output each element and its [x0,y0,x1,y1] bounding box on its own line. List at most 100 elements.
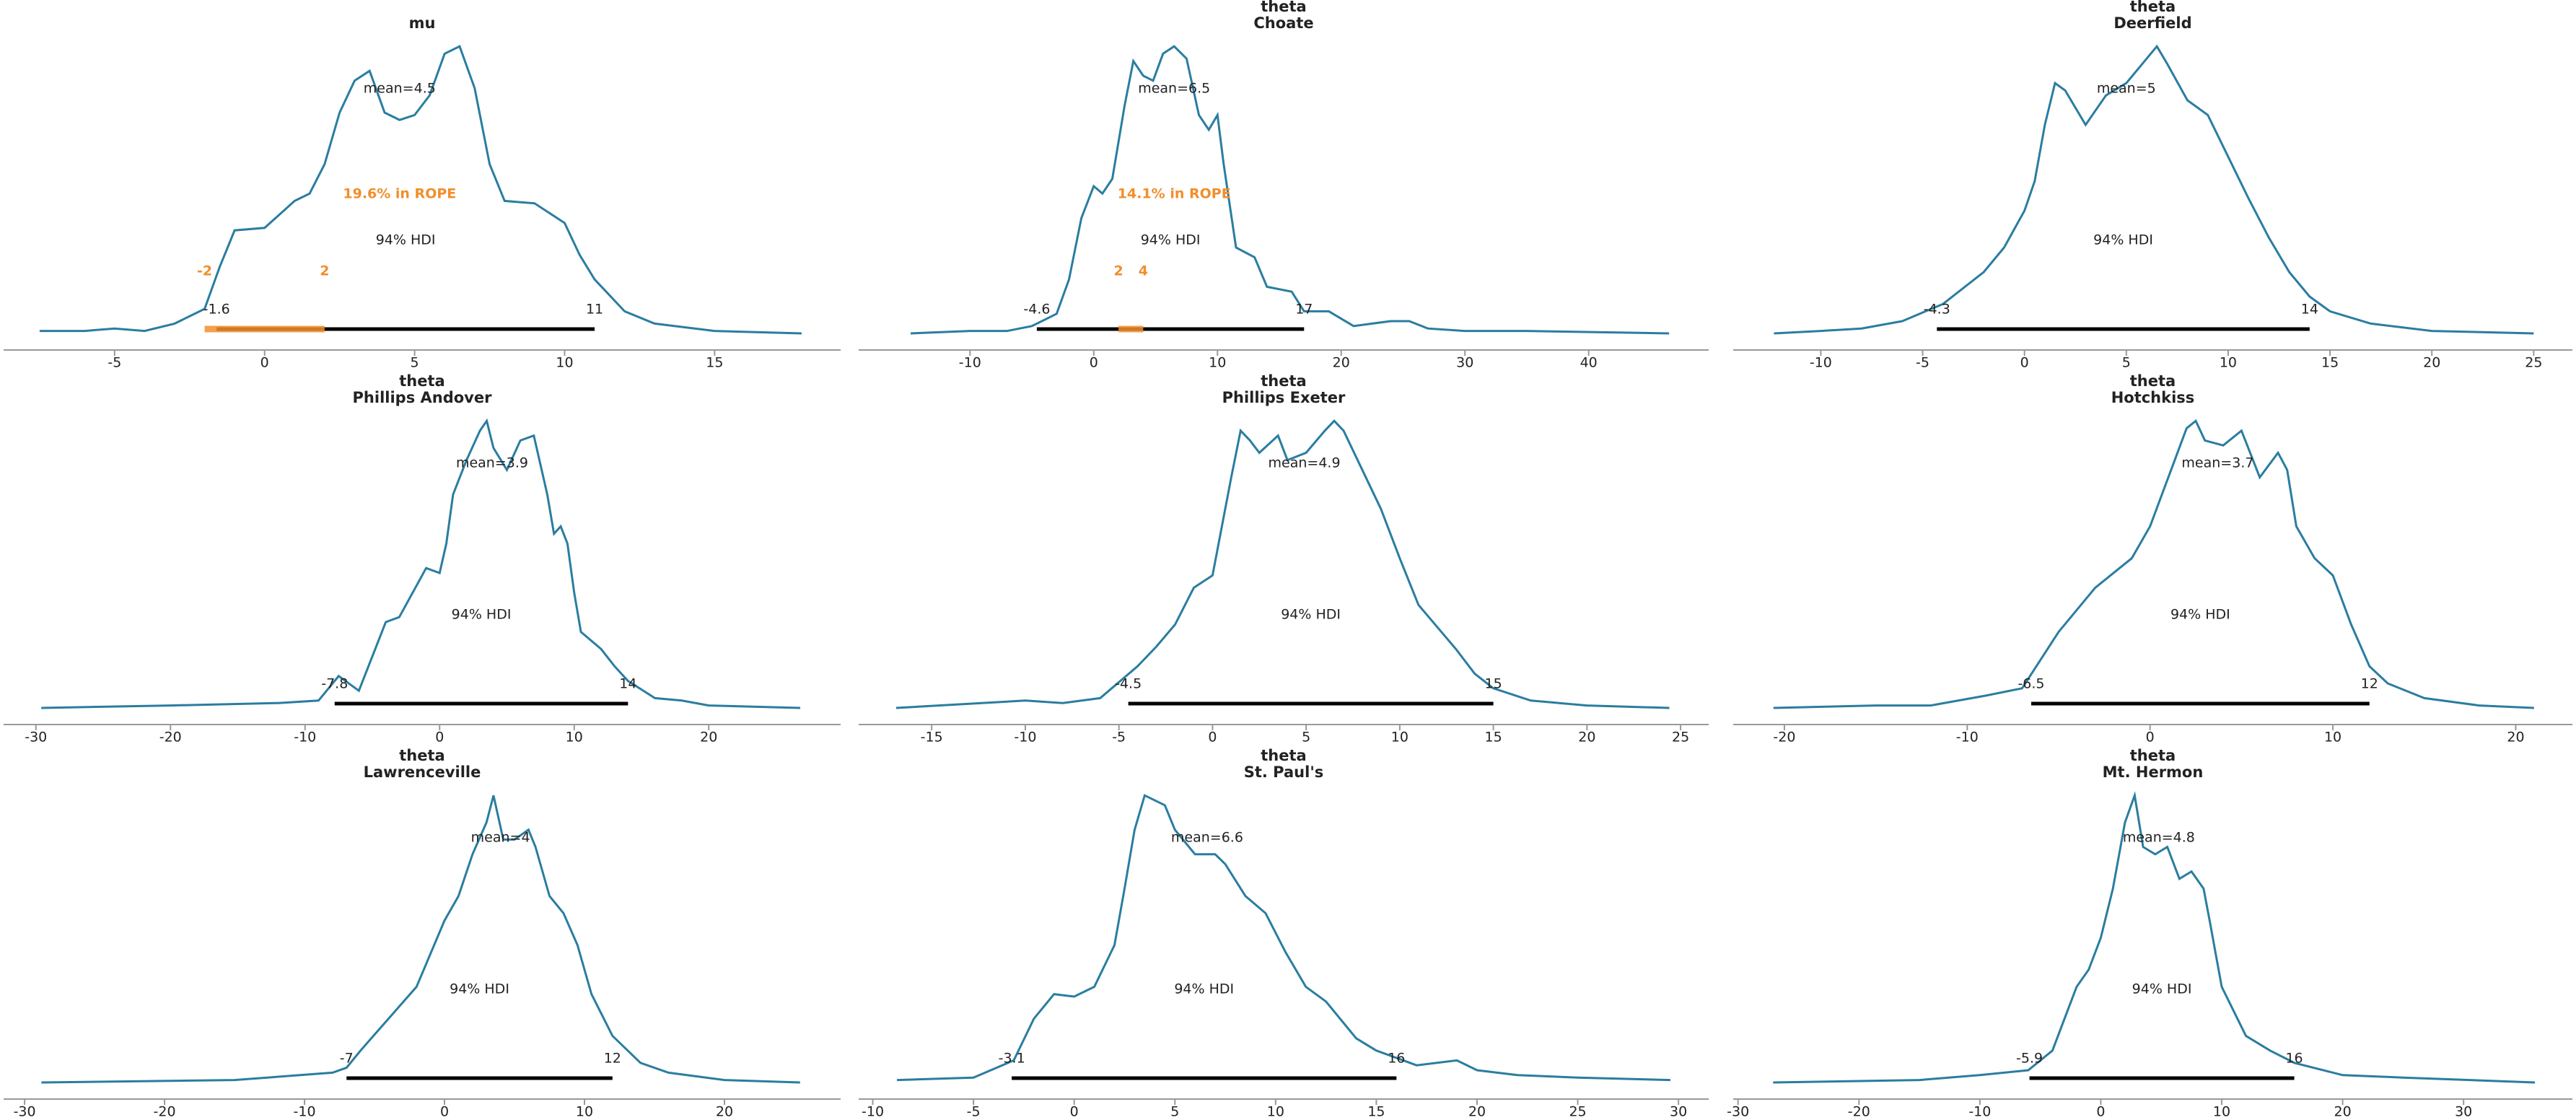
x-tick-label: 30 [2455,1104,2472,1120]
x-tick-label: -5 [108,355,121,371]
density-curve [39,45,802,335]
x-tick-label: -30 [25,730,47,745]
density-curve [41,795,800,1084]
hdi-label: 94% HDI [1141,232,1201,248]
x-tick-label: 20 [700,730,717,745]
x-tick-label: 10 [1267,1104,1284,1120]
hdi-bound-label: 12 [604,1051,621,1067]
mean-label: mean=3.9 [456,455,528,471]
x-tick-label: 0 [1090,355,1098,371]
x-tick-label: 0 [260,355,269,371]
x-tick-label: 0 [2146,730,2155,745]
x-tick-label: -10 [1810,355,1832,371]
x-tick-label: 5 [2122,355,2131,371]
x-tick-label: 0 [2096,1104,2105,1120]
x-tick-label: 25 [1672,730,1689,745]
mean-label: mean=4.5 [364,81,436,97]
subplot-title: mu [409,14,436,32]
density-curve [1774,44,2534,335]
hdi-bound-label: -7 [340,1051,354,1067]
density-curve [910,45,1670,335]
x-tick-label: 20 [1578,730,1595,745]
x-tick-label: 20 [1333,355,1350,371]
x-tick-label: -10 [1956,730,1979,745]
hdi-label: 94% HDI [2093,232,2153,248]
hdi-bound-label: -6.5 [2018,676,2044,692]
x-tick-label: 5 [411,355,419,371]
mean-label: mean=4.9 [1269,455,1341,471]
x-tick-label: 15 [706,355,723,371]
x-tick-label: 10 [576,1104,593,1120]
subplot-title: Choate [1253,14,1313,32]
x-tick-label: -30 [14,1104,36,1120]
x-tick-label: -10 [959,355,981,371]
density-curve [1773,419,2534,709]
hdi-bound-label: -3.1 [999,1051,1025,1067]
hdi-label: 94% HDI [2170,607,2230,623]
subplot-title: theta [2130,747,2176,764]
hdi-label: 94% HDI [452,607,512,623]
x-tick-label: 25 [1569,1104,1586,1120]
density-curve [1773,791,2536,1084]
x-tick-label: 5 [1302,730,1310,745]
x-tick-label: 20 [716,1104,733,1120]
rope-bound-label: 4 [1139,263,1148,279]
x-tick-label: 0 [440,1104,449,1120]
subplot-title: Hotchkiss [2111,389,2195,406]
x-tick-label: -5 [1916,355,1929,371]
hdi-bound-label: -7.8 [321,676,348,692]
x-tick-label: 25 [2525,355,2542,371]
mean-label: mean=5 [2097,81,2156,97]
hdi-bound-label: 17 [1295,302,1313,318]
x-tick-label: 15 [2321,355,2339,371]
x-tick-label: -5 [967,1104,981,1120]
x-tick-label: -30 [1727,1104,1749,1120]
subplot-title: theta [399,372,444,390]
hdi-label: 94% HDI [2132,981,2192,997]
density-curve [41,418,801,709]
subplot-title: Mt. Hermon [2103,764,2204,781]
mean-label: mean=4 [471,830,530,846]
x-tick-label: 10 [2220,355,2237,371]
x-tick-label: 10 [1209,355,1226,371]
x-tick-label: 20 [2423,355,2440,371]
hdi-bound-label: -1.6 [203,302,230,318]
x-tick-label: 5 [1170,1104,1179,1120]
subplot-title: theta [1261,747,1306,764]
subplot-title: St. Paul's [1244,764,1324,781]
rope-bound-label: 2 [1113,263,1123,279]
mean-label: mean=6.5 [1138,81,1210,97]
hdi-bound-label: 14 [619,676,636,692]
mean-label: mean=3.7 [2181,455,2253,471]
x-tick-label: 0 [2020,355,2029,371]
x-tick-label: 15 [1367,1104,1385,1120]
x-tick-label: -10 [1014,730,1036,745]
x-tick-label: 40 [1580,355,1598,371]
x-tick-label: 30 [1670,1104,1687,1120]
mean-label: mean=6.6 [1171,830,1243,846]
hdi-bound-label: 11 [586,302,603,318]
subplot-title: Lawrenceville [364,764,481,781]
x-tick-label: 20 [2334,1104,2352,1120]
x-tick-label: -10 [1968,1104,1991,1120]
hdi-bound-label: 16 [2285,1051,2303,1067]
x-tick-label: 0 [1070,1104,1079,1120]
hdi-bound-label: 16 [1388,1051,1405,1067]
hdi-bound-label: 14 [2301,302,2318,318]
rope-bound-label: 2 [320,263,329,279]
density-curve [896,794,1670,1082]
rope-label: 14.1% in ROPE [1118,186,1231,202]
subplot-title: Deerfield [2113,14,2191,32]
hdi-bound-label: -4.3 [1924,302,1950,318]
subplot-title: theta [2130,0,2176,15]
subplot-title: theta [1261,0,1306,15]
subplot-title: theta [399,747,444,764]
x-tick-label: 10 [2324,730,2341,745]
hdi-bound-label: 12 [2361,676,2378,692]
subplot-title: Phillips Andover [353,389,493,406]
x-tick-label: 20 [2507,730,2524,745]
x-tick-label: 10 [556,355,573,371]
x-tick-label: -15 [921,730,943,745]
